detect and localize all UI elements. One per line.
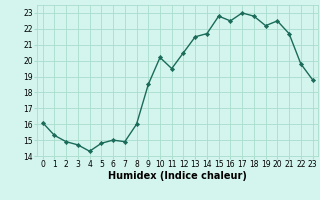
X-axis label: Humidex (Indice chaleur): Humidex (Indice chaleur) — [108, 171, 247, 181]
